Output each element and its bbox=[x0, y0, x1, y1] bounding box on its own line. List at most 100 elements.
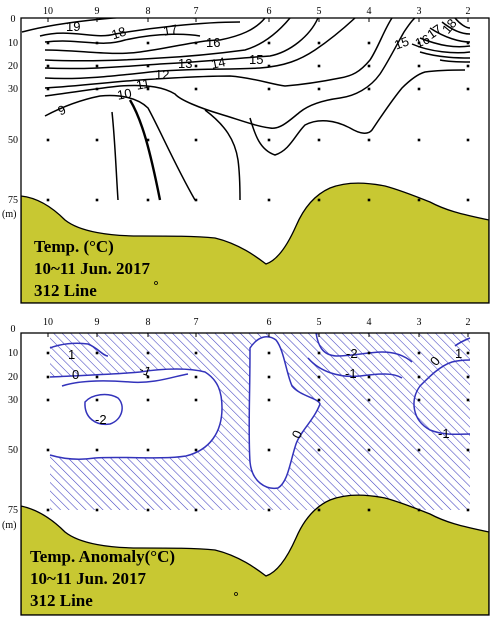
depth-tick-label: 0 bbox=[11, 14, 16, 25]
station-sample-point bbox=[46, 41, 50, 45]
contour-label: 16 bbox=[206, 35, 220, 50]
station-label: 10 bbox=[43, 6, 53, 17]
station-sample-point bbox=[417, 375, 421, 379]
station-sample-point bbox=[146, 138, 150, 142]
station-sample-point bbox=[417, 351, 421, 355]
station-sample-point bbox=[466, 198, 470, 202]
temperature-panel: 19 18 17 16 15 13 12 14 15 16 17 18 11 1… bbox=[2, 6, 490, 304]
depth-unit-label: (m) bbox=[2, 520, 16, 531]
station-sample-point bbox=[466, 508, 470, 512]
station-label: 2 bbox=[466, 317, 471, 328]
date-label: 10~11 Jun. 2017 bbox=[30, 569, 147, 588]
small-marker bbox=[154, 281, 158, 285]
station-sample-point bbox=[466, 351, 470, 355]
contour-label: 17 bbox=[162, 21, 179, 38]
station-sample-point bbox=[46, 351, 50, 355]
station-sample-point bbox=[417, 448, 421, 452]
contour-label: 1 bbox=[68, 347, 75, 362]
station-sample-point bbox=[466, 375, 470, 379]
station-label: 8 bbox=[146, 6, 151, 17]
contour-label: 14 bbox=[210, 54, 227, 72]
anomaly-stations bbox=[46, 351, 470, 512]
contour-label: 19 bbox=[66, 19, 80, 34]
station-label: 8 bbox=[146, 317, 151, 328]
contour-label: 10 bbox=[116, 85, 133, 102]
station-label: 4 bbox=[367, 6, 372, 17]
contour-label: 0 bbox=[289, 428, 306, 441]
station-label: 10 bbox=[43, 317, 53, 328]
station-sample-point bbox=[317, 87, 321, 91]
station-sample-point bbox=[95, 398, 99, 402]
depth-tick-label: 20 bbox=[8, 61, 18, 72]
station-sample-point bbox=[95, 87, 99, 91]
station-sample-point bbox=[267, 64, 271, 68]
contour-label: 9 bbox=[55, 102, 68, 119]
contour-label: -1 bbox=[345, 366, 357, 381]
contour-label: 0 bbox=[72, 367, 79, 382]
station-sample-point bbox=[46, 508, 50, 512]
station-sample-point bbox=[267, 41, 271, 45]
station-label: 5 bbox=[317, 6, 322, 17]
station-sample-point bbox=[317, 448, 321, 452]
station-label: 7 bbox=[194, 6, 199, 17]
station-sample-point bbox=[95, 41, 99, 45]
temperature-contour-lines bbox=[21, 18, 471, 201]
contour-label: 15 bbox=[249, 52, 263, 67]
contour-label: 15 bbox=[392, 33, 411, 52]
variable-label: Temp. Anomaly(°C) bbox=[30, 547, 175, 566]
contour-label: 18 bbox=[110, 24, 128, 43]
station-sample-point bbox=[194, 41, 198, 45]
station-sample-point bbox=[267, 198, 271, 202]
station-sample-point bbox=[417, 398, 421, 402]
depth-tick-label: 20 bbox=[8, 372, 18, 383]
station-label: 6 bbox=[267, 6, 272, 17]
anomaly-frame bbox=[20, 332, 490, 616]
station-sample-point bbox=[46, 448, 50, 452]
station-sample-point bbox=[95, 375, 99, 379]
anomaly-depth-labels: 0 10 20 30 50 75 bbox=[8, 324, 18, 516]
variable-label: Temp. (°C) bbox=[34, 237, 114, 256]
station-sample-point bbox=[317, 398, 321, 402]
station-sample-point bbox=[146, 87, 150, 91]
depth-tick-label: 50 bbox=[8, 135, 18, 146]
station-label: 9 bbox=[95, 317, 100, 328]
station-sample-point bbox=[317, 198, 321, 202]
station-sample-point bbox=[367, 138, 371, 142]
station-label: 3 bbox=[417, 6, 422, 17]
depth-tick-label: 30 bbox=[8, 395, 18, 406]
station-sample-point bbox=[466, 41, 470, 45]
station-sample-point bbox=[194, 198, 198, 202]
depth-tick-label: 10 bbox=[8, 38, 18, 49]
station-sample-point bbox=[146, 351, 150, 355]
depth-tick-label: 10 bbox=[8, 348, 18, 359]
station-sample-point bbox=[317, 64, 321, 68]
line-label: 312 Line bbox=[30, 591, 93, 610]
station-label: 2 bbox=[466, 6, 471, 17]
station-sample-point bbox=[267, 508, 271, 512]
station-sample-point bbox=[466, 138, 470, 142]
station-sample-point bbox=[146, 508, 150, 512]
station-sample-point bbox=[417, 87, 421, 91]
temperature-depth-labels: 0 10 20 30 50 75 bbox=[8, 14, 18, 206]
station-sample-point bbox=[194, 138, 198, 142]
depth-unit-label: (m) bbox=[2, 209, 16, 220]
contour-label: -2 bbox=[346, 346, 358, 361]
station-sample-point bbox=[367, 87, 371, 91]
station-sample-point bbox=[367, 448, 371, 452]
station-label: 9 bbox=[95, 6, 100, 17]
station-sample-point bbox=[267, 351, 271, 355]
station-sample-point bbox=[466, 448, 470, 452]
station-sample-point bbox=[417, 508, 421, 512]
station-sample-point bbox=[194, 398, 198, 402]
station-sample-point bbox=[317, 138, 321, 142]
contour-label: 16 bbox=[413, 31, 432, 50]
station-sample-point bbox=[417, 138, 421, 142]
station-sample-point bbox=[267, 375, 271, 379]
station-sample-point bbox=[417, 198, 421, 202]
anomaly-contour-lines bbox=[49, 333, 471, 490]
station-sample-point bbox=[317, 375, 321, 379]
depth-tick-label: 50 bbox=[8, 445, 18, 456]
station-sample-point bbox=[95, 138, 99, 142]
station-label: 4 bbox=[367, 317, 372, 328]
station-sample-point bbox=[317, 508, 321, 512]
